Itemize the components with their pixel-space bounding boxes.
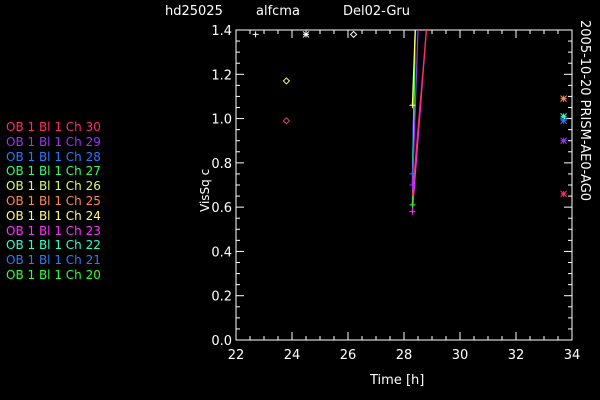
legend-entry: OB 1 Bl 1 Ch 22	[6, 238, 101, 253]
y-tick-label: 1.0	[211, 113, 232, 128]
plot-frame	[235, 29, 573, 341]
y-tick-label: 0.4	[211, 245, 232, 260]
x-tick-label: 26	[340, 348, 357, 363]
y-tick-label: 1.4	[211, 24, 232, 39]
star-name: hd25025	[165, 4, 223, 19]
y-tick-label: 0.2	[211, 290, 232, 305]
x-tick-label: 32	[508, 348, 525, 363]
y-axis-label: VisSq c	[198, 168, 212, 212]
series-line	[411, 30, 427, 197]
legend-entry: OB 1 Bl 1 Ch 29	[6, 134, 101, 149]
data-point-asterisk	[560, 137, 567, 145]
x-tick-label: 22	[228, 348, 245, 363]
data-point-asterisk	[560, 190, 567, 198]
x-axis-label: Time [h]	[370, 373, 425, 388]
data-point-plus	[409, 201, 416, 208]
date-instrument-label: 2005-10-20 PRISM-AE0-AG0	[577, 20, 592, 202]
legend: OB 1 Bl 1 Ch 30 OB 1 Bl 1 Ch 29 OB 1 Bl 1 …	[6, 120, 101, 283]
legend-entry: OB 1 Bl 1 Ch 21	[6, 253, 101, 268]
series-line	[411, 30, 416, 106]
legend-entry: OB 1 Bl 1 Ch 24	[6, 208, 101, 223]
legend-entry: OB 1 Bl 1 Ch 23	[6, 223, 101, 238]
data-point-plus	[409, 102, 416, 109]
legend-entry: OB 1 Bl 1 Ch 30	[6, 120, 101, 134]
legend-entry: OB 1 Bl 1 Ch 27	[6, 164, 101, 179]
x-tick-label: 30	[452, 348, 469, 363]
x-tick-label: 34	[564, 348, 581, 363]
data-point-asterisk	[302, 31, 310, 38]
data-point-asterisk	[560, 113, 567, 120]
legend-entry: OB 1 Bl 1 Ch 28	[6, 149, 101, 164]
data-point-asterisk	[560, 117, 567, 125]
baseline-name: Del02-Gru	[343, 4, 410, 19]
legend-entry: OB 1 Bl 1 Ch 20	[6, 267, 101, 282]
data-point-diamond	[282, 77, 291, 85]
series-line	[411, 30, 419, 190]
data-point-asterisk	[560, 95, 567, 102]
data-point-diamond	[349, 30, 358, 39]
y-tick-label: 0.8	[211, 157, 232, 172]
legend-entry: OB 1 Bl 1 Ch 25	[6, 193, 101, 208]
legend-entry: OB 1 Bl 1 Ch 26	[6, 179, 101, 194]
data-point-plus	[409, 208, 416, 215]
y-tick-label: 0.0	[211, 334, 232, 349]
x-tick-label: 28	[396, 348, 413, 363]
data-point-plus	[409, 170, 416, 177]
x-tick-label: 24	[284, 348, 301, 363]
y-tick-label: 1.2	[211, 68, 232, 83]
data-point-plus	[252, 31, 259, 38]
y-tick-label: 0.6	[211, 201, 232, 216]
data-point-plus	[409, 182, 416, 188]
calibrator-name: alfcma	[256, 4, 300, 19]
data-point-diamond	[282, 117, 291, 125]
